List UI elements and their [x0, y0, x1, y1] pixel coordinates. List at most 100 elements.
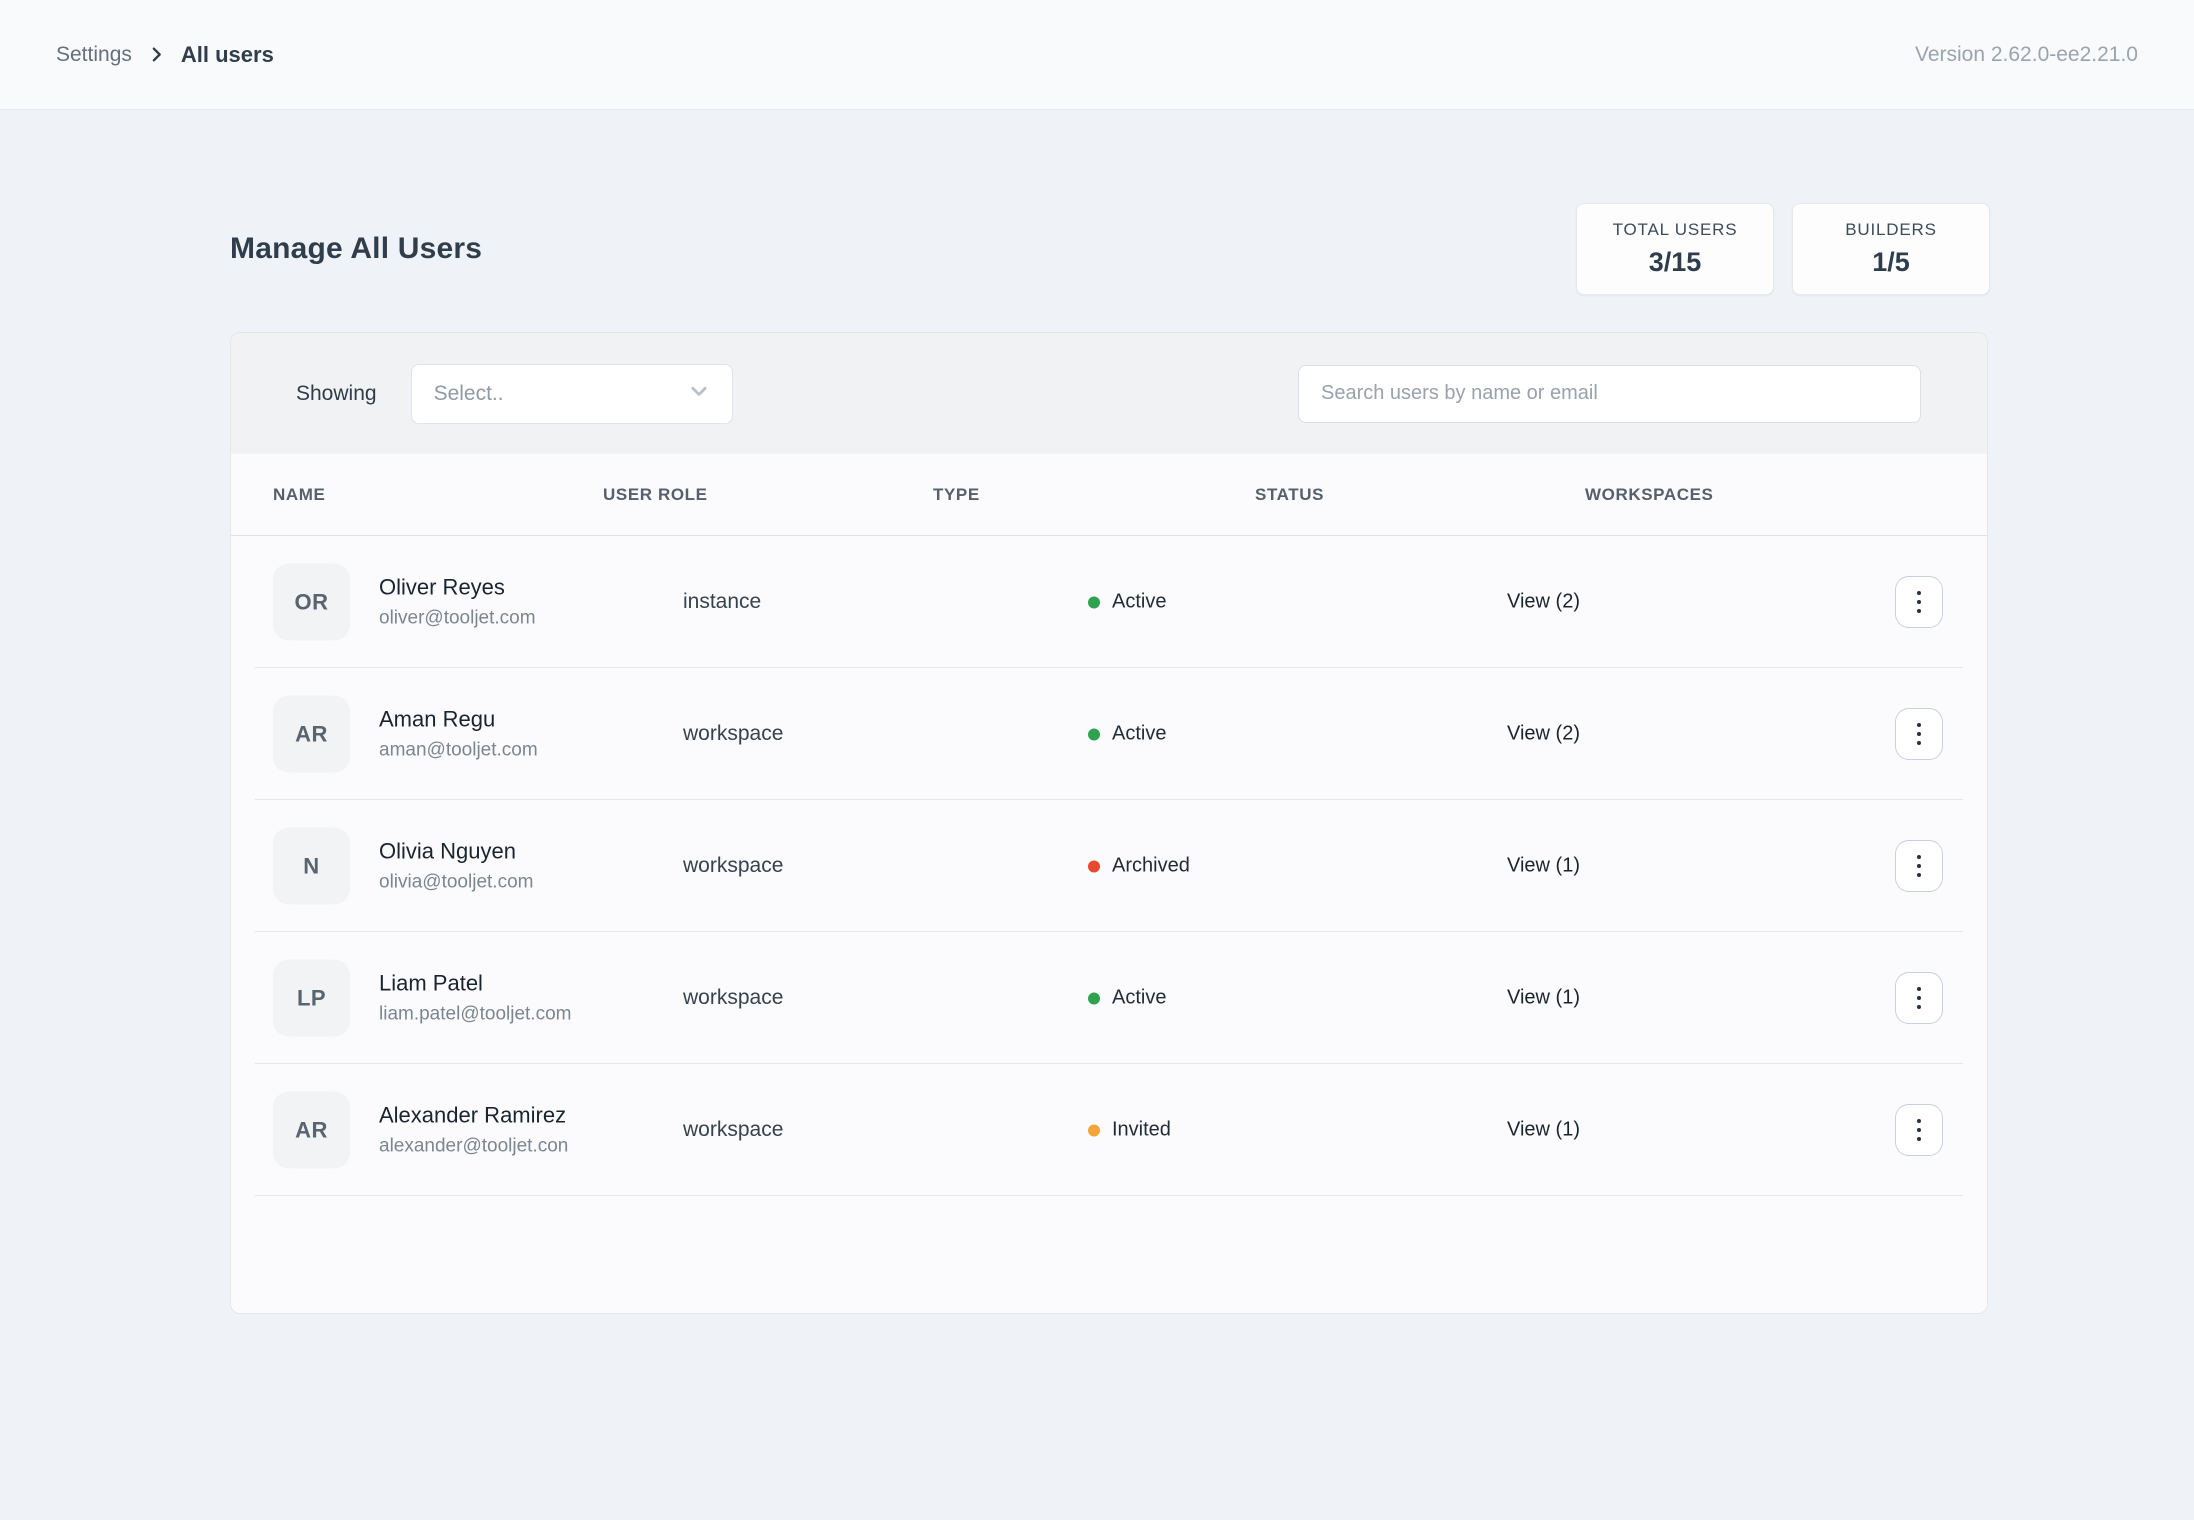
user-name-block: Liam Patel liam.patel@tooljet.com [379, 971, 571, 1026]
column-header-type: TYPE [933, 485, 1255, 505]
status-text: Active [1112, 723, 1166, 746]
breadcrumb-settings[interactable]: Settings [56, 43, 132, 67]
kebab-dot-icon [1917, 855, 1921, 859]
user-email: oliver@tooljet.com [379, 608, 536, 630]
builders-label: BUILDERS [1845, 220, 1936, 240]
page-header: Manage All Users TOTAL USERS 3/15 BUILDE… [230, 203, 1990, 295]
table-row: AR Aman Regu aman@tooljet.com workspace … [231, 668, 1987, 800]
status-dot-icon [1088, 860, 1100, 872]
builders-value: 1/5 [1872, 247, 1910, 278]
table-body: OR Oliver Reyes oliver@tooljet.com insta… [231, 536, 1987, 1196]
main-content: Manage All Users TOTAL USERS 3/15 BUILDE… [230, 203, 1990, 1314]
kebab-dot-icon [1917, 987, 1921, 991]
stat-cards: TOTAL USERS 3/15 BUILDERS 1/5 [1576, 203, 1990, 295]
column-header-user-role: USER ROLE [603, 485, 933, 505]
table-row: N Olivia Nguyen olivia@tooljet.com works… [231, 800, 1987, 932]
user-name: Aman Regu [379, 707, 538, 733]
row-actions-kebab-button[interactable] [1895, 840, 1943, 892]
status-dot-icon [1088, 1124, 1100, 1136]
version-label: Version 2.62.0-ee2.21.0 [1915, 43, 2138, 67]
workspaces-view-link[interactable]: View (2) [1507, 723, 1580, 746]
status-dot-icon [1088, 992, 1100, 1004]
kebab-dot-icon [1917, 732, 1921, 736]
user-role: workspace [683, 1118, 783, 1142]
avatar: OR [273, 564, 350, 641]
status-text: Active [1112, 591, 1166, 614]
avatar: N [273, 828, 350, 905]
user-name-block: Oliver Reyes oliver@tooljet.com [379, 575, 536, 630]
table-row: LP Liam Patel liam.patel@tooljet.com wor… [231, 932, 1987, 1064]
filter-bar: Showing Select.. [231, 333, 1987, 454]
row-actions-kebab-button[interactable] [1895, 708, 1943, 760]
kebab-dot-icon [1917, 609, 1921, 613]
kebab-dot-icon [1917, 591, 1921, 595]
top-bar: Settings All users Version 2.62.0-ee2.21… [0, 0, 2194, 110]
user-email: liam.patel@tooljet.com [379, 1004, 571, 1026]
status-dot-icon [1088, 728, 1100, 740]
workspaces-view-link[interactable]: View (1) [1507, 987, 1580, 1010]
status-dot-icon [1088, 596, 1100, 608]
breadcrumb-all-users: All users [181, 42, 274, 68]
kebab-dot-icon [1917, 600, 1921, 604]
avatar: AR [273, 696, 350, 773]
kebab-dot-icon [1917, 1119, 1921, 1123]
user-name: Oliver Reyes [379, 575, 536, 601]
row-actions-kebab-button[interactable] [1895, 972, 1943, 1024]
table-header: NAME USER ROLE TYPE STATUS WORKSPACES [231, 454, 1987, 536]
kebab-dot-icon [1917, 1137, 1921, 1141]
user-role: workspace [683, 854, 783, 878]
row-actions-kebab-button[interactable] [1895, 1104, 1943, 1156]
builders-card: BUILDERS 1/5 [1792, 203, 1990, 295]
status-badge: Active [1088, 591, 1166, 614]
total-users-card: TOTAL USERS 3/15 [1576, 203, 1774, 295]
user-email: olivia@tooljet.com [379, 872, 533, 894]
status-filter-value: Select.. [434, 382, 504, 406]
status-badge: Archived [1088, 855, 1190, 878]
kebab-dot-icon [1917, 1128, 1921, 1132]
status-badge: Active [1088, 987, 1166, 1010]
column-header-name: NAME [273, 485, 603, 505]
status-text: Active [1112, 987, 1166, 1010]
users-panel: Showing Select.. NAME USER ROLE TYPE STA… [230, 332, 1988, 1314]
kebab-dot-icon [1917, 741, 1921, 745]
column-header-status: STATUS [1255, 485, 1585, 505]
kebab-dot-icon [1917, 873, 1921, 877]
breadcrumb: Settings All users [56, 42, 274, 68]
user-name-block: Alexander Ramirez alexander@tooljet.con [379, 1103, 568, 1158]
user-name: Olivia Nguyen [379, 839, 533, 865]
user-name-block: Olivia Nguyen olivia@tooljet.com [379, 839, 533, 894]
total-users-label: TOTAL USERS [1613, 220, 1738, 240]
avatar: AR [273, 1092, 350, 1169]
user-name: Liam Patel [379, 971, 571, 997]
workspaces-view-link[interactable]: View (2) [1507, 591, 1580, 614]
user-email: aman@tooljet.com [379, 740, 538, 762]
user-role: workspace [683, 722, 783, 746]
kebab-dot-icon [1917, 723, 1921, 727]
total-users-value: 3/15 [1649, 247, 1702, 278]
chevron-down-icon [688, 380, 710, 407]
table-row: OR Oliver Reyes oliver@tooljet.com insta… [231, 536, 1987, 668]
workspaces-view-link[interactable]: View (1) [1507, 1119, 1580, 1142]
column-header-workspaces: WORKSPACES [1585, 485, 1889, 505]
status-filter-select[interactable]: Select.. [411, 364, 733, 424]
workspaces-view-link[interactable]: View (1) [1507, 855, 1580, 878]
kebab-dot-icon [1917, 996, 1921, 1000]
user-name: Alexander Ramirez [379, 1103, 568, 1129]
chevron-right-icon [148, 46, 165, 63]
user-role: workspace [683, 986, 783, 1010]
page-title: Manage All Users [230, 232, 482, 266]
status-badge: Active [1088, 723, 1166, 746]
table-row: AR Alexander Ramirez alexander@tooljet.c… [231, 1064, 1987, 1196]
search-input[interactable] [1298, 365, 1921, 423]
kebab-dot-icon [1917, 864, 1921, 868]
avatar: LP [273, 960, 350, 1037]
row-actions-kebab-button[interactable] [1895, 576, 1943, 628]
kebab-dot-icon [1917, 1005, 1921, 1009]
user-name-block: Aman Regu aman@tooljet.com [379, 707, 538, 762]
user-role: instance [683, 590, 761, 614]
status-badge: Invited [1088, 1119, 1171, 1142]
status-text: Archived [1112, 855, 1190, 878]
user-email: alexander@tooljet.con [379, 1136, 568, 1158]
showing-label: Showing [296, 382, 377, 406]
status-text: Invited [1112, 1119, 1171, 1142]
